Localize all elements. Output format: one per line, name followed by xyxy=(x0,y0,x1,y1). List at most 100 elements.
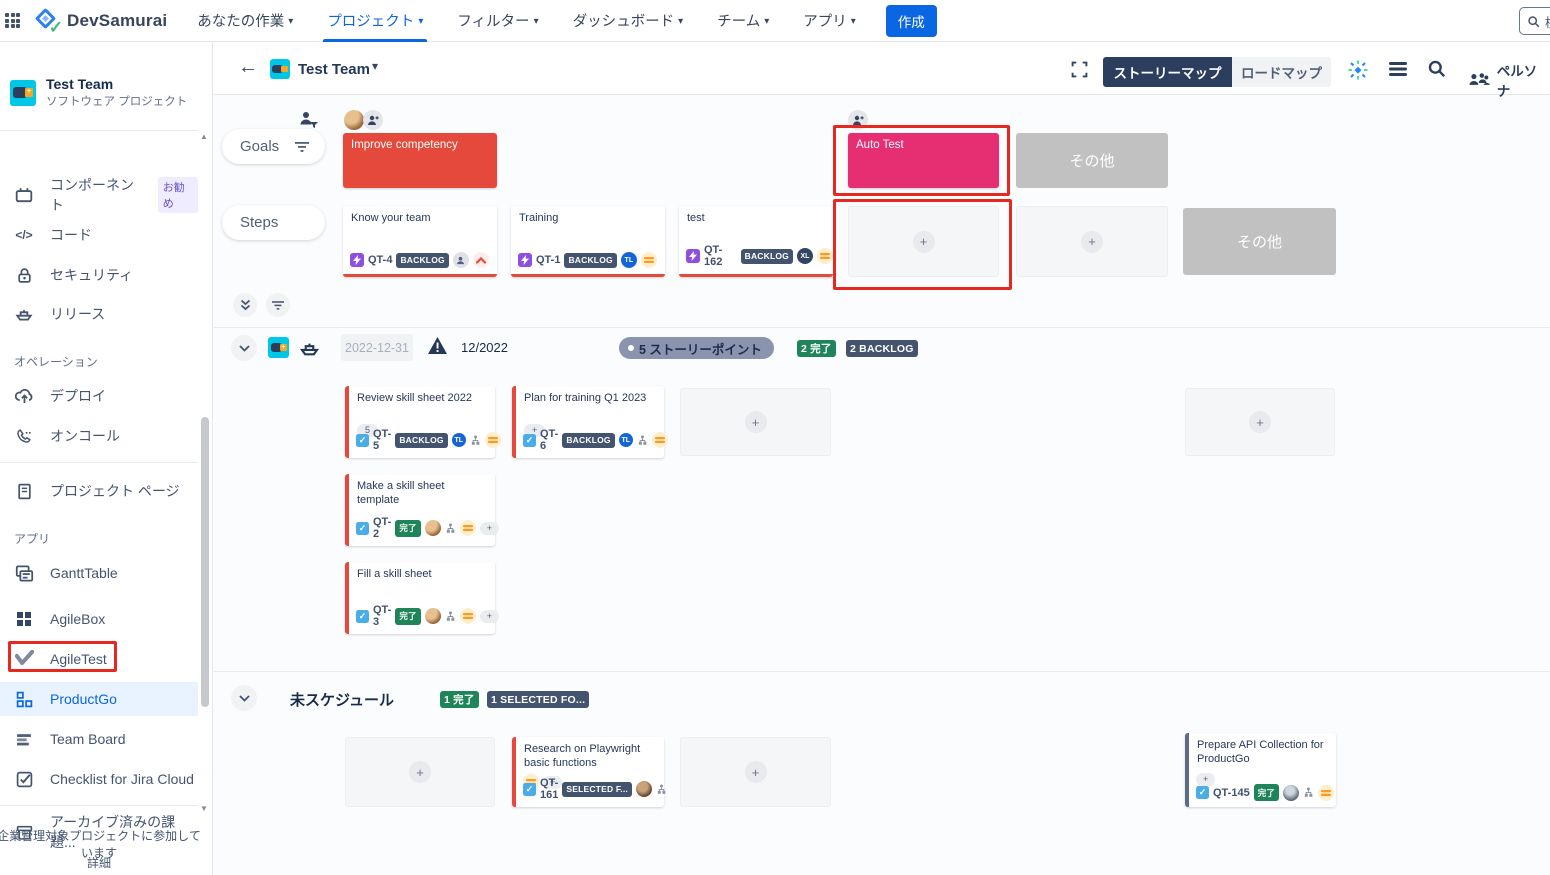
chevron-down-icon: ▾ xyxy=(678,16,684,27)
collapse-all-button[interactable] xyxy=(233,293,257,317)
top-navigation-bar: ✓ DevSamurai あなたの作業 ▾ プロジェクト ▾ フィルター ▾ ダッシュ… xyxy=(0,0,1550,42)
sidebar-item-agilebox[interactable]: AgileBox xyxy=(0,602,198,636)
archive-icon xyxy=(14,822,34,842)
add-label-pill[interactable]: + xyxy=(479,521,500,535)
sidebar-section-apps: アプリ xyxy=(14,532,51,546)
story-card[interactable]: Prepare API Collection for ProductGo + ✓… xyxy=(1185,733,1336,807)
sidebar-item-gantttable[interactable]: GanttTable xyxy=(0,556,198,590)
nav-dashboards[interactable]: ダッシュボード ▾ xyxy=(572,14,684,30)
add-step-placeholder[interactable]: + xyxy=(1016,206,1168,277)
step-card[interactable]: Know your team QT-4 BACKLOG xyxy=(343,206,497,277)
app-switcher-icon[interactable] xyxy=(5,13,20,28)
add-label-pill[interactable]: + xyxy=(543,775,563,789)
sidebar-item-archived-issues[interactable]: アーカイブ済みの課題... xyxy=(0,814,198,850)
divider xyxy=(214,327,1550,328)
details-link[interactable]: 詳細 xyxy=(86,856,111,870)
step-card[interactable]: test QT-162 BACKLOG XL xyxy=(679,206,833,277)
priority-medium-icon xyxy=(651,432,668,448)
add-story-placeholder[interactable]: + xyxy=(680,388,831,456)
nav-your-work[interactable]: あなたの作業 ▾ xyxy=(197,14,294,30)
goals-others-card[interactable]: その他 xyxy=(1016,133,1168,188)
ship-icon xyxy=(14,304,34,324)
step-card[interactable]: Training QT-1 BACKLOG TL xyxy=(511,206,665,277)
goal-assignee-avatar[interactable] xyxy=(344,110,364,130)
ai-sparkle-icon[interactable] xyxy=(1347,59,1369,81)
scroll-up-icon[interactable]: ▲ xyxy=(200,132,208,141)
steps-others-card[interactable]: その他 xyxy=(1183,208,1336,275)
assignee-avatar: XL xyxy=(797,248,813,264)
sidebar-scrollbar[interactable]: ▲ ▼ xyxy=(199,132,211,862)
add-story-placeholder[interactable]: + xyxy=(345,737,495,807)
menu-icon[interactable] xyxy=(1389,62,1407,76)
project-name: Test Team xyxy=(46,76,114,92)
status-badge: SELECTED F... xyxy=(562,781,632,797)
assignee-avatar xyxy=(424,520,441,536)
priority-medium-icon xyxy=(459,520,476,536)
code-icon: </> xyxy=(15,228,33,242)
steps-lane-button[interactable]: Steps xyxy=(222,205,325,240)
add-label-pill[interactable]: + xyxy=(1196,773,1216,786)
global-search-input[interactable]: 検索 xyxy=(1519,7,1550,35)
sidebar-item-deploy[interactable]: デプロイ xyxy=(0,379,198,413)
sidebar-item-checklist[interactable]: Checklist for Jira Cloud xyxy=(0,762,198,796)
subtask-icon xyxy=(445,611,456,622)
sprint-date-input[interactable]: 2022-12-31 xyxy=(341,334,413,361)
sidebar-item-productgo[interactable]: ProductGo xyxy=(0,682,198,716)
board-search-icon[interactable] xyxy=(1427,59,1446,78)
back-button[interactable]: ← xyxy=(238,56,258,78)
story-card[interactable]: Fill a skill sheet ✓ QT-3 完了 + xyxy=(345,562,500,634)
assignee-avatar: TL xyxy=(620,252,637,268)
scroll-down-icon[interactable]: ▼ xyxy=(200,804,208,813)
story-card[interactable]: Research on Playwright basic functions +… xyxy=(512,737,666,807)
board-project-title[interactable]: Test Team xyxy=(298,61,370,78)
goals-lane-button[interactable]: Goals xyxy=(222,129,325,164)
assignee-filter-icon[interactable] xyxy=(297,110,319,129)
sprint-collapse-button[interactable] xyxy=(231,335,257,361)
scrollbar-thumb[interactable] xyxy=(201,417,209,707)
release-ship-icon[interactable] xyxy=(299,338,320,358)
task-icon: ✓ xyxy=(1196,786,1209,799)
fullscreen-icon[interactable] xyxy=(1071,61,1088,78)
tab-roadmap[interactable]: ロードマップ xyxy=(1232,57,1331,87)
people-icon xyxy=(1469,73,1490,85)
add-story-placeholder[interactable]: + xyxy=(680,737,831,807)
brand-logo[interactable]: ✓ DevSamurai xyxy=(34,7,167,37)
goal-card-auto-test[interactable]: Auto Test xyxy=(848,133,999,188)
task-icon: ✓ xyxy=(356,433,369,447)
nav-teams[interactable]: チーム ▾ xyxy=(717,14,770,30)
add-label-pill[interactable]: + xyxy=(479,609,500,623)
sidebar-item-code[interactable]: </> コード xyxy=(15,227,92,243)
add-assignee-icon[interactable] xyxy=(848,110,868,130)
add-step-placeholder[interactable]: + xyxy=(848,206,999,277)
project-header[interactable]: + Test Team ソフトウェア プロジェクト xyxy=(10,76,187,109)
sprint-month-label: 12/2022 xyxy=(461,340,508,355)
sidebar-item-components[interactable]: コンポーネント お勧め xyxy=(0,177,198,213)
nav-projects[interactable]: プロジェクト ▾ xyxy=(323,0,428,42)
sidebar-item-teamboard[interactable]: Team Board xyxy=(0,722,198,756)
chevron-down-icon[interactable]: ▾ xyxy=(372,59,379,73)
nav-apps[interactable]: アプリ ▾ xyxy=(803,14,856,30)
tab-storymap[interactable]: ストーリーマップ xyxy=(1103,57,1232,87)
story-card[interactable]: Plan for training Q1 2023 + ✓ QT-6 BACKL… xyxy=(512,386,668,458)
status-badge: BACKLOG xyxy=(395,432,448,448)
filter-button[interactable] xyxy=(266,293,290,317)
goal-card-improve-competency[interactable]: Improve competency xyxy=(343,133,497,188)
story-card[interactable]: Review skill sheet 2022 5 ✓ QT-5 BACKLOG… xyxy=(345,386,501,458)
sidebar-item-project-pages[interactable]: プロジェクト ページ xyxy=(0,474,198,508)
persona-button[interactable]: ペルソナ xyxy=(1468,60,1550,100)
create-button[interactable]: 作成 xyxy=(885,4,937,37)
unscheduled-collapse-button[interactable] xyxy=(231,685,257,711)
story-card[interactable]: Make a skill sheet template ✓ QT-2 完了 + xyxy=(345,474,500,546)
status-badge: 完了 xyxy=(395,607,421,625)
add-assignee-icon[interactable] xyxy=(363,110,383,130)
plus-icon: + xyxy=(744,761,767,783)
sidebar-item-agiletest[interactable]: AgileTest xyxy=(0,642,198,676)
assignee-avatar xyxy=(452,252,469,268)
sidebar-item-security[interactable]: セキュリティ xyxy=(0,258,198,292)
unscheduled-selected-badge: 1 SELECTED FO... xyxy=(487,691,590,708)
sidebar-item-releases[interactable]: リリース xyxy=(0,297,198,331)
nav-filters[interactable]: フィルター ▾ xyxy=(457,14,539,30)
sidebar-item-oncall[interactable]: オンコール xyxy=(0,419,198,453)
add-story-placeholder[interactable]: + xyxy=(1185,388,1335,456)
teamboard-icon xyxy=(14,729,34,749)
